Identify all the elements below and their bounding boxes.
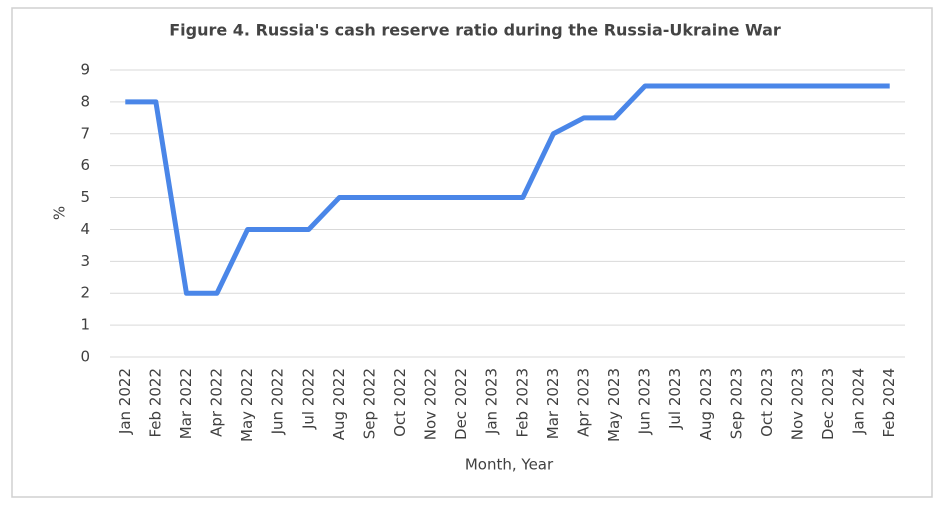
x-tick-label: Jun 2023 [636,368,654,435]
x-tick-label: Aug 2023 [697,368,715,440]
x-tick-label: Feb 2023 [513,368,531,438]
y-tick-label: 9 [80,61,90,79]
data-line [125,83,890,296]
y-tick-label: 2 [80,284,90,302]
x-tick-label: Jun 2022 [269,368,287,435]
x-tick-label: Sep 2022 [360,368,378,439]
x-tick-label: Mar 2023 [544,368,562,439]
x-tick-label: Jul 2022 [299,368,317,430]
x-tick-label: Oct 2023 [758,368,776,437]
chart-frame [11,7,933,498]
y-tick-label: 8 [80,92,90,110]
x-tick-label: Feb 2024 [880,368,898,438]
y-tick-label: 7 [80,124,90,142]
y-tick-label: 1 [80,316,90,334]
x-tick-label: Aug 2022 [330,368,348,440]
y-axis-title: % [51,206,69,220]
x-tick-label: May 2023 [605,368,623,442]
x-tick-label: Mar 2022 [177,368,195,439]
y-tick-label: 3 [80,252,90,270]
x-tick-label: Dec 2023 [819,368,837,440]
x-tick-label: Apr 2022 [208,368,226,437]
chart-title: Figure 4. Russia's cash reserve ratio du… [169,21,781,40]
x-tick-label: Oct 2022 [391,368,409,437]
x-tick-label: May 2022 [238,368,256,442]
x-tick-label: Dec 2022 [452,368,470,440]
x-tick-label: Jul 2023 [666,368,684,430]
x-tick-label: Jan 2024 [850,368,868,435]
x-tick-label: Feb 2022 [146,368,164,438]
x-tick-label: Nov 2023 [788,368,806,440]
y-tick-label: 4 [80,220,90,238]
y-tick-label: 6 [80,156,90,174]
x-tick-label: Jan 2022 [116,368,134,435]
x-tick-label: Jan 2023 [483,368,501,435]
x-tick-label: Nov 2022 [422,368,440,440]
x-tick-label: Apr 2023 [574,368,592,437]
y-tick-label: 0 [80,348,90,366]
x-axis-title: Month, Year [465,456,554,474]
x-tick-label: Sep 2023 [727,368,745,439]
y-tick-label: 5 [80,188,90,206]
